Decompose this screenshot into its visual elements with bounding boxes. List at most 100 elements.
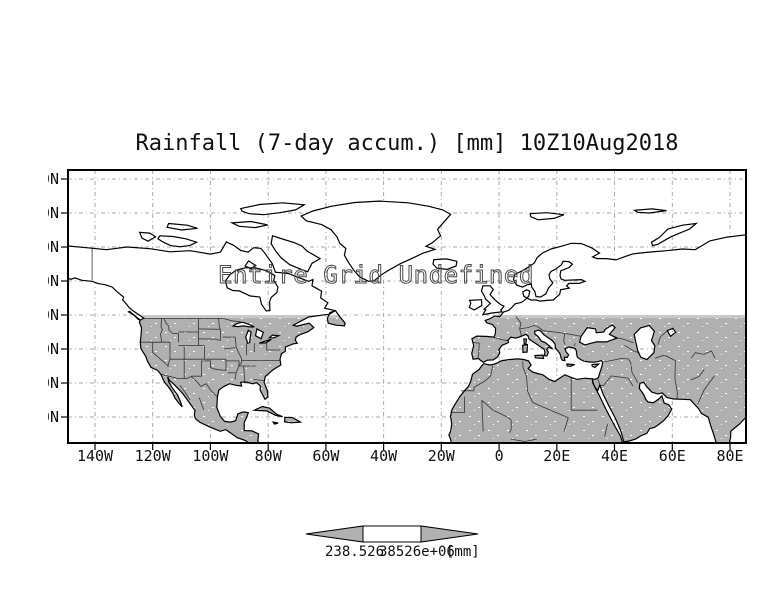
border-line [604,358,629,363]
border-line [657,329,669,345]
colorbar-min-label: 238.526 [325,544,385,560]
border-line [253,379,266,381]
x-axis-label: 20E [543,447,570,465]
border-line [703,350,716,359]
coastline-path [166,222,198,231]
coastline-path [650,222,699,247]
border-line [538,326,555,333]
x-axis-label: 40E [601,447,628,465]
border-line [243,365,246,382]
border-line [163,318,179,343]
colorbar-left-arrow-icon [305,525,364,543]
border-line [198,397,205,411]
y-axis-label: 90N [48,170,59,188]
border-line [201,360,227,371]
border-line [160,373,192,379]
undefined-grid-message: Entire Grid Undefined [218,261,534,289]
y-axis-label: 50N [48,306,59,324]
land-novaya-zemlya [651,223,697,246]
border-line [655,354,676,361]
border-line [628,358,638,384]
coastline-path [326,309,346,327]
border-line [697,375,715,405]
land-iceland [433,258,457,270]
x-axis-label: 60E [659,447,686,465]
coastline-path [534,354,545,360]
border-line [179,385,191,401]
border-line [234,337,243,380]
y-axis-label: 80N [48,204,59,222]
border-line [563,417,569,432]
land-svalbard [530,212,564,220]
coastline-path [566,363,575,367]
coastline-path [432,258,458,271]
border-line [224,318,241,323]
coastline-path [244,260,257,270]
land-baffin-island [271,235,321,272]
land-ellesmere-island [240,202,305,215]
x-axis-label: 40W [370,447,398,465]
land-greenland [301,201,451,282]
coastline-path [271,421,279,425]
x-axis-label: 140W [77,447,114,465]
coastline-path [522,343,529,354]
y-axis-label: 30N [48,374,59,392]
border-line [519,328,522,337]
border-line [191,360,202,377]
coastline-path [300,200,452,282]
border-line [563,333,566,345]
coastline-path [591,363,601,369]
border-line [509,420,512,434]
coastline-path [67,241,337,444]
border-line [519,325,539,330]
coastline-path [283,416,303,424]
colorbar-unit-label: [mm] [446,544,480,560]
border-line [526,376,533,403]
coastlines [67,200,747,444]
coastline-path [229,220,268,229]
map-frame [67,169,747,444]
y-axis-label: 70N [48,238,59,256]
political-borders [91,248,716,442]
x-axis-label: 60W [312,447,340,465]
border-line [473,342,480,359]
coastline-path [632,208,667,214]
border-line [481,400,512,421]
border-line [190,376,218,398]
coastline-path [529,212,565,221]
colorbar: 238.526 38526e+06 [mm] [300,515,510,571]
border-line [574,343,576,347]
coastline-path [251,405,283,418]
border-line [597,375,612,387]
coastline-path [138,231,157,242]
coastline-path [157,235,199,248]
colorbar-arrow [305,525,479,543]
colorbar-max-label: 38526e+06 [379,544,455,560]
border-line [160,318,163,343]
x-axis-label: 0 [495,447,504,465]
axis-ticks [61,178,731,450]
colorbar-right-arrow-icon [420,525,479,543]
x-axis-label: 100W [192,447,229,465]
border-line [266,342,281,351]
border-line [690,352,704,359]
coastline-path [448,358,624,444]
coastline-path [270,235,322,273]
border-line [226,360,240,366]
border-line [450,396,465,413]
border-line [167,342,171,368]
colorbar-mid-box [362,525,422,543]
world-map: Entire Grid Undefined 90N 80N 70N 60N 50N 40N 3… [48,169,747,465]
border-line [604,423,608,437]
axis-labels: 90N 80N 70N 60N 50N 40N 30N 20N 140W 120W 100W 80W 6… [48,170,744,465]
undefined-shading [68,314,746,443]
coastline-path [468,299,483,311]
x-axis-label: 120W [135,447,172,465]
border-line [218,318,221,330]
land-ireland [469,299,482,310]
border-line [674,360,678,400]
y-axis-label: 40N [48,340,59,358]
coastline-path [480,285,505,316]
border-line [611,375,634,387]
coastline-path [523,338,528,345]
